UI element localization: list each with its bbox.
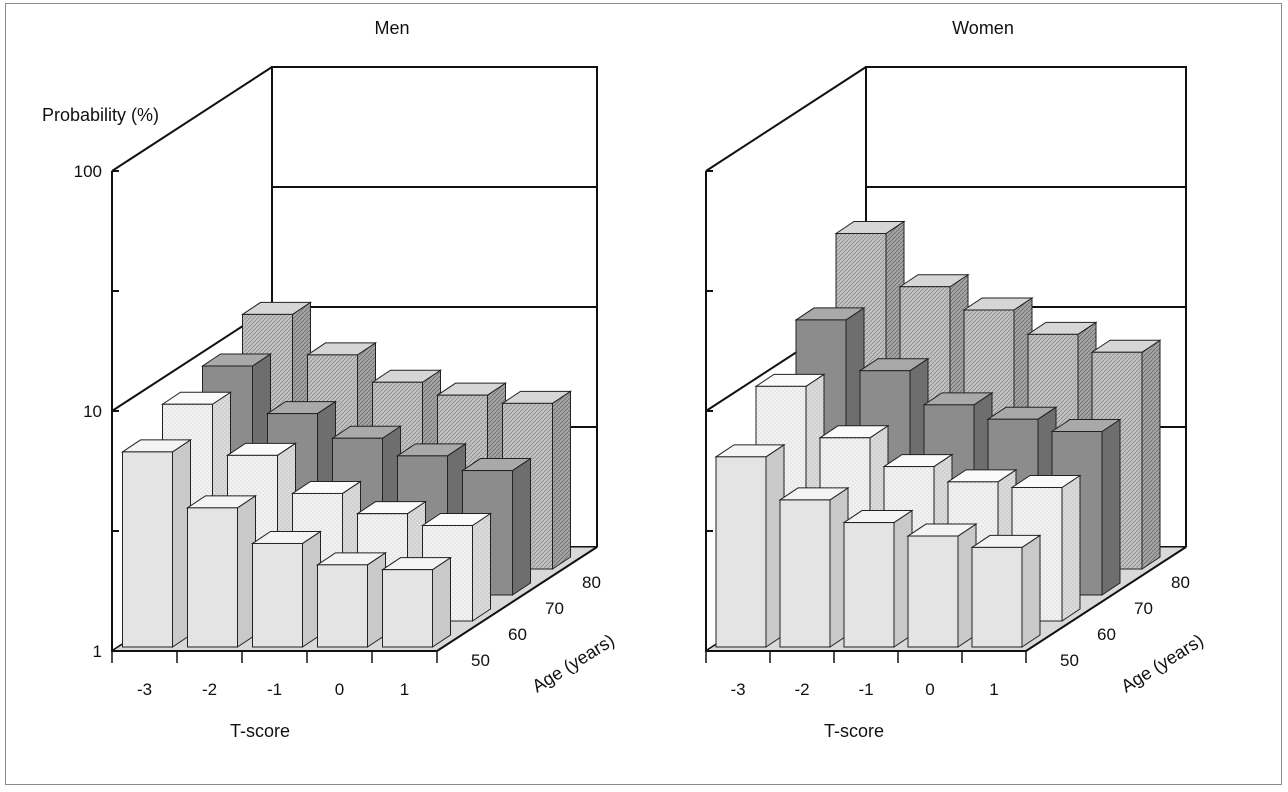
x-axis-label: T-score <box>230 721 290 741</box>
bar-50--2 <box>778 486 850 648</box>
x-tick-label: 0 <box>925 680 934 699</box>
x-tick-label: -2 <box>794 680 809 699</box>
bar-50-0 <box>315 551 388 648</box>
x-tick-label: -3 <box>137 680 152 699</box>
z-tick-label: 80 <box>582 573 601 592</box>
z-tick-label: 80 <box>1171 573 1190 592</box>
bar-50-1 <box>970 534 1042 648</box>
z-tick-label: 50 <box>471 651 490 670</box>
chart-title: Women <box>952 18 1014 38</box>
z-axis-label: Age (years) <box>1118 630 1208 696</box>
z-tick-label: 50 <box>1060 651 1079 670</box>
x-axis-label: T-score <box>824 721 884 741</box>
x-tick-label: -1 <box>267 680 282 699</box>
z-axis <box>1025 546 1187 652</box>
chart-title: Men <box>374 18 409 38</box>
z-tick-label: 70 <box>545 599 564 618</box>
chart-panel-1: -3 -2 -1 0 1 50 60 70 80 Women T-score Age (years) <box>704 18 1208 741</box>
chart-panel-0: -3 -2 -1 0 1 50 60 70 80 1 10 100 Men T-score Age (yea… <box>42 18 618 741</box>
z-tick-label: 60 <box>508 625 527 644</box>
z-axis-label: Age (years) <box>529 630 619 696</box>
x-tick-label: -2 <box>202 680 217 699</box>
z-axis <box>436 546 598 652</box>
x-tick-label: 1 <box>989 680 998 699</box>
z-tick-label: 70 <box>1134 599 1153 618</box>
bar-50--1 <box>250 530 323 648</box>
grid-diagonal <box>705 66 867 172</box>
y-tick-label: 100 <box>74 162 102 181</box>
x-tick-label: -1 <box>858 680 873 699</box>
x-tick-label: -3 <box>730 680 745 699</box>
bar-50--2 <box>185 494 258 648</box>
x-tick-label: 1 <box>400 680 409 699</box>
y-tick-label: 10 <box>83 402 102 421</box>
bar-50-1 <box>380 556 453 648</box>
grid-diagonal <box>111 66 273 172</box>
z-tick-label: 60 <box>1097 625 1116 644</box>
bar-50--1 <box>842 509 914 648</box>
bar-50--3 <box>714 443 786 648</box>
bar-50--3 <box>120 438 193 648</box>
y-axis-label: Probability (%) <box>42 105 159 125</box>
bar-50-0 <box>906 523 978 648</box>
x-tick-label: 0 <box>335 680 344 699</box>
y-tick-label: 1 <box>93 642 102 661</box>
